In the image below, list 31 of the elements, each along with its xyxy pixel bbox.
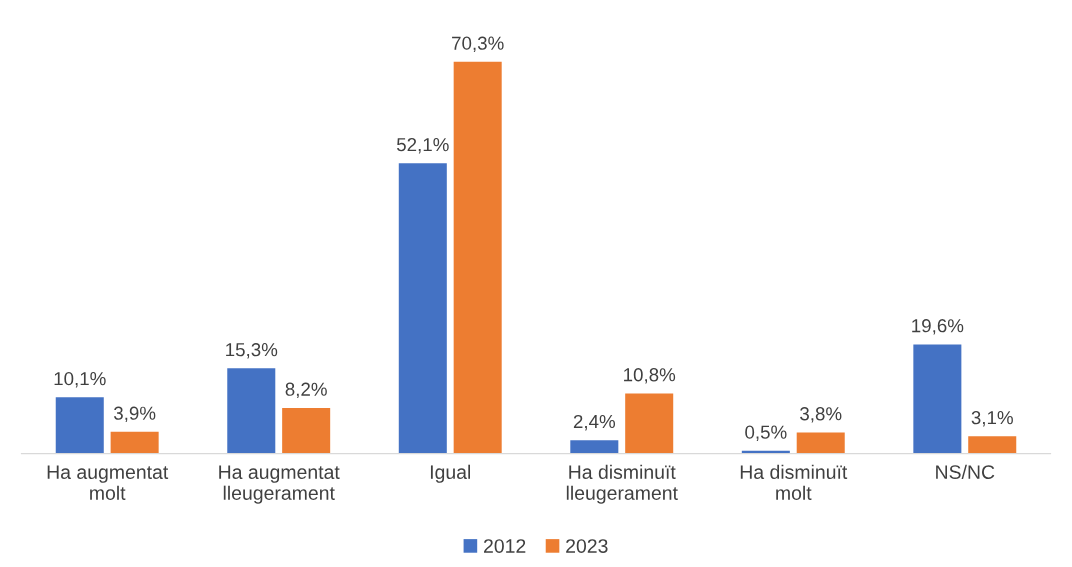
legend-label: 2012 [484, 539, 526, 553]
data-label: 3,1% [971, 411, 1013, 427]
data-label: 19,6% [912, 319, 964, 335]
data-label: 0,5% [745, 425, 787, 441]
bar [227, 368, 276, 454]
data-label: 3,9% [113, 406, 156, 423]
data-label: 10,1% [54, 372, 106, 388]
x-tick-label: Ha disminuït molt [740, 464, 848, 500]
x-tick-label: NS/NC [936, 464, 995, 479]
x-tick-label: Ha augmentat molt [47, 465, 169, 500]
data-label: 15,3% [226, 343, 278, 359]
data-label: 52,1% [396, 137, 449, 154]
bar [570, 440, 619, 454]
legend-label: 2023 [566, 539, 608, 553]
x-tick-label: Ha augmentat lleugerament [219, 465, 340, 504]
bar [453, 61, 502, 454]
bar [110, 431, 159, 454]
data-label: 2,4% [573, 414, 616, 431]
data-label: 8,2% [285, 382, 327, 399]
bar [398, 163, 447, 454]
data-label: 3,8% [800, 407, 842, 423]
bar [55, 397, 104, 454]
data-label: 70,3% [452, 36, 504, 53]
data-label: 10,8% [624, 368, 676, 384]
bar [625, 393, 674, 454]
bar [282, 407, 331, 454]
bar [913, 344, 962, 454]
x-tick-label: Ha disminuït lleugerament [566, 464, 678, 504]
bar [796, 432, 845, 454]
x-tick-label: Igual [430, 464, 471, 483]
bar [968, 436, 1017, 454]
